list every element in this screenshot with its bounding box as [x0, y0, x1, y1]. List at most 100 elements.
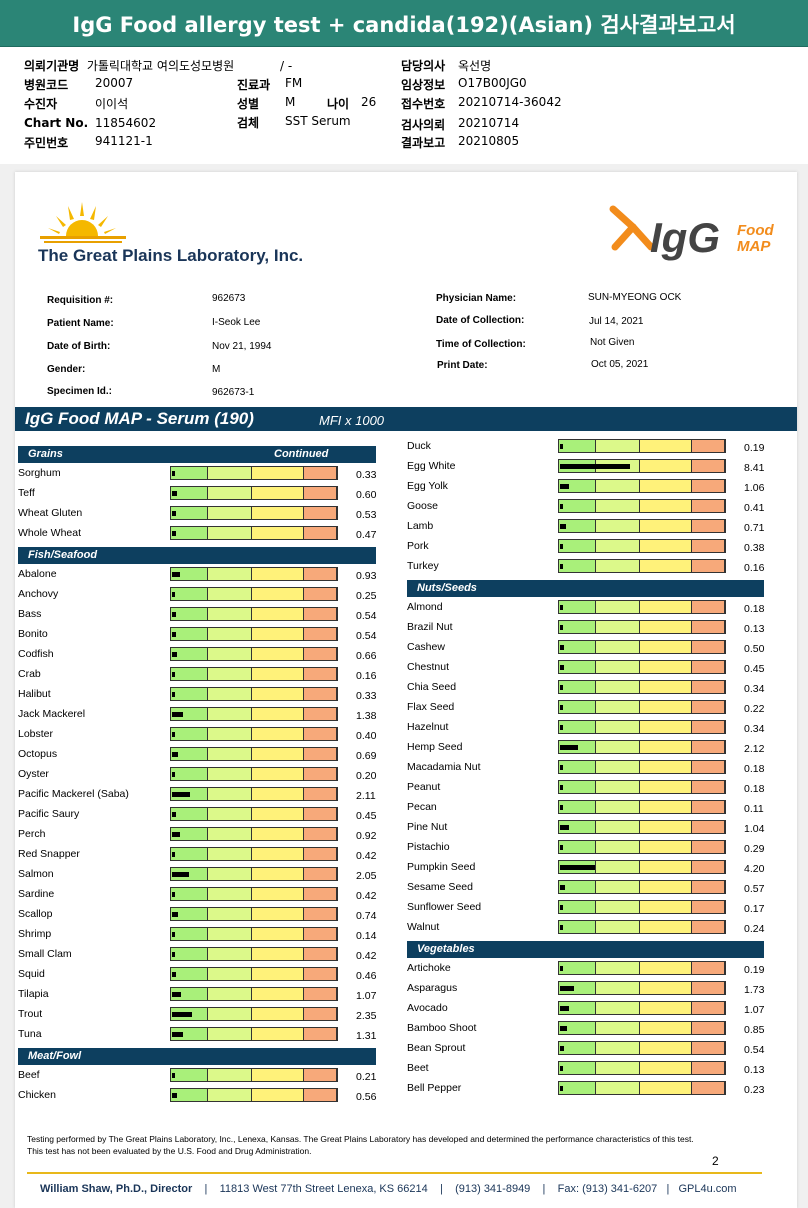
- reactivity-bar: [170, 506, 338, 520]
- result-row: Beef 0.21: [18, 1065, 388, 1085]
- requisition-label: Requisition #:: [47, 295, 114, 306]
- value-indicator: [560, 524, 566, 529]
- food-name: Anchovy: [18, 588, 59, 600]
- reactivity-bar: [558, 539, 726, 553]
- reactivity-zone: [691, 1062, 725, 1074]
- food-name: Chestnut: [407, 661, 450, 673]
- reactivity-zone: [640, 480, 692, 492]
- reactivity-zone: [207, 808, 253, 820]
- reactivity-zone: [691, 560, 725, 572]
- reactivity-zone: [640, 881, 692, 893]
- reactivity-zone: [595, 1062, 641, 1074]
- reactivity-zone: [207, 768, 253, 780]
- reactivity-bar: [170, 707, 338, 721]
- food-name: Bonito: [18, 628, 48, 640]
- result-row: Chicken 0.56: [18, 1085, 388, 1105]
- header-clinical-info: 임상정보 O17B00JG0: [401, 76, 527, 92]
- reactivity-zone: [171, 628, 208, 640]
- value-indicator: [172, 752, 178, 757]
- result-row: Egg Yolk 1.06: [407, 476, 777, 496]
- reactivity-zone: [595, 480, 641, 492]
- food-value: 0.33: [356, 690, 377, 702]
- food-name: Tilapia: [18, 988, 49, 1000]
- value-indicator: [560, 645, 564, 650]
- reactivity-zone: [595, 440, 641, 452]
- reactivity-zone: [640, 921, 692, 933]
- reactivity-bar: [558, 900, 726, 914]
- reactivity-zone: [559, 982, 596, 994]
- reactivity-zone: [252, 988, 304, 1000]
- food-name: Egg Yolk: [407, 480, 448, 492]
- reactivity-zone: [252, 588, 304, 600]
- result-row: Almond 0.18: [407, 597, 777, 617]
- value-indicator: [560, 986, 574, 991]
- reactivity-zone: [171, 968, 208, 980]
- reactivity-zone: [595, 1042, 641, 1054]
- food-name: Wheat Gluten: [18, 507, 83, 519]
- category-header: Vegetables: [407, 941, 764, 958]
- reactivity-zone: [252, 688, 304, 700]
- reactivity-zone: [640, 1062, 692, 1074]
- reactivity-bar: [170, 787, 338, 801]
- reactivity-bar: [170, 486, 338, 500]
- food-name: Sardine: [18, 888, 55, 900]
- reactivity-zone: [303, 568, 337, 580]
- reactivity-bar: [558, 740, 726, 754]
- reactivity-zone: [640, 761, 692, 773]
- result-row: Flax Seed 0.22: [407, 697, 777, 717]
- value-indicator: [560, 865, 595, 870]
- reactivity-zone: [252, 568, 304, 580]
- food-name: Duck: [407, 440, 431, 452]
- reactivity-zone: [252, 648, 304, 660]
- value-indicator: [172, 471, 175, 476]
- reactivity-bar: [170, 1027, 338, 1041]
- reactivity-bar: [558, 680, 726, 694]
- value-indicator: [560, 504, 563, 509]
- header-institution: 의뢰기관명 가톨릭대학교 여의도성모병원 / -: [24, 59, 293, 73]
- header-receipt-no: 접수번호 20210714-36042: [401, 95, 562, 111]
- reactivity-zone: [303, 908, 337, 920]
- header-patient: 수진자 이이석: [24, 97, 129, 111]
- reactivity-zone: [691, 440, 725, 452]
- reactivity-zone: [207, 868, 253, 880]
- reactivity-zone: [595, 801, 641, 813]
- food-value: 2.12: [744, 743, 765, 755]
- category-title: Fish/Seafood: [28, 549, 98, 561]
- food-value: 0.50: [744, 643, 765, 655]
- reactivity-zone: [303, 748, 337, 760]
- report-title: IgG Food allergy test + candida(192)(Asi…: [0, 0, 808, 47]
- value-indicator: [172, 772, 175, 777]
- reactivity-zone: [595, 560, 641, 572]
- reactivity-zone: [171, 648, 208, 660]
- reactivity-zone: [252, 968, 304, 980]
- result-row: Codfish 0.66: [18, 644, 388, 664]
- value-indicator: [172, 572, 180, 577]
- food-value: 1.38: [356, 710, 377, 722]
- reactivity-zone: [691, 741, 725, 753]
- value-indicator: [560, 1006, 569, 1011]
- result-row: Goose 0.41: [407, 496, 777, 516]
- reactivity-zone: [303, 588, 337, 600]
- reactivity-zone: [559, 641, 596, 653]
- reactivity-zone: [207, 1008, 253, 1020]
- header-request-date: 검사의뢰 20210714: [401, 116, 520, 132]
- reactivity-zone: [303, 988, 337, 1000]
- reactivity-zone: [171, 748, 208, 760]
- reactivity-zone: [691, 641, 725, 653]
- reactivity-bar: [170, 887, 338, 901]
- reactivity-zone: [207, 1089, 253, 1101]
- physician-label: Physician Name:: [436, 293, 517, 304]
- reactivity-zone: [303, 888, 337, 900]
- result-row: Pumpkin Seed 4.20: [407, 857, 777, 877]
- reactivity-zone: [303, 648, 337, 660]
- value-indicator: [172, 912, 178, 917]
- reactivity-zone: [207, 507, 253, 519]
- header-specimen: 검체 SST Serum: [237, 114, 351, 130]
- value-indicator: [172, 592, 175, 597]
- reactivity-zone: [207, 568, 253, 580]
- reactivity-zone: [252, 608, 304, 620]
- food-name: Bell Pepper: [407, 1082, 462, 1094]
- reactivity-zone: [303, 507, 337, 519]
- food-value: 0.92: [356, 830, 377, 842]
- food-value: 0.57: [744, 883, 765, 895]
